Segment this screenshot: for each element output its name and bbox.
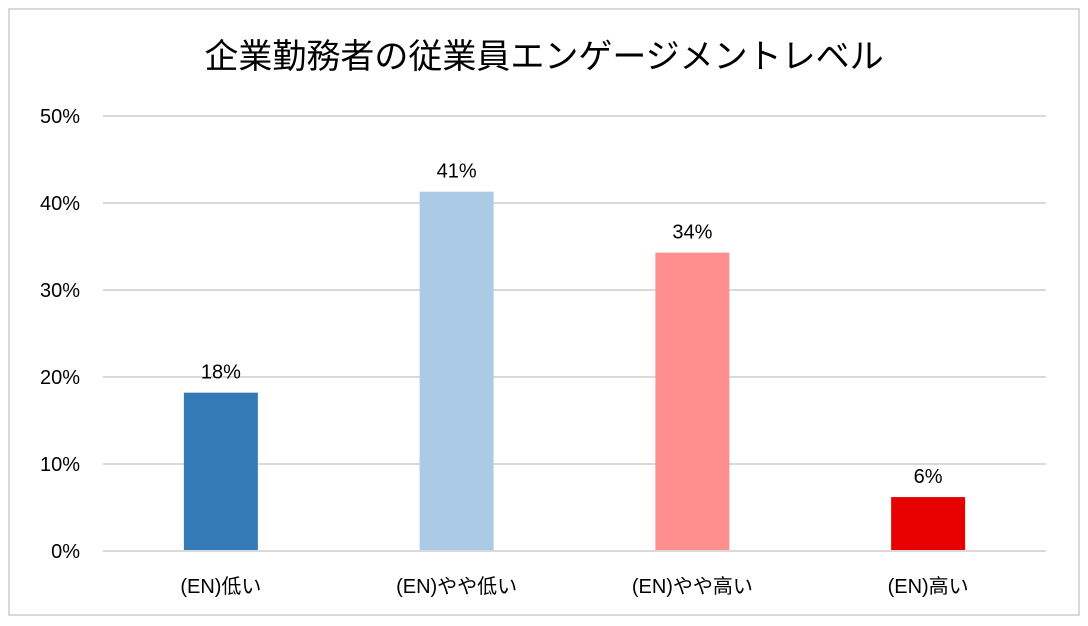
chart-frame	[8, 8, 1080, 616]
bar	[891, 497, 966, 551]
y-tick-label: 10%	[40, 454, 80, 476]
data-label: 18%	[201, 362, 241, 384]
y-tick-label: 30%	[40, 280, 80, 302]
x-category-label: (EN)高い	[888, 575, 969, 598]
x-category-label: (EN)低い	[180, 575, 261, 598]
data-label: 34%	[672, 222, 712, 244]
bar	[419, 191, 494, 551]
y-tick-label: 50%	[40, 106, 80, 128]
y-tick-label: 0%	[51, 541, 80, 563]
x-category-label: (EN)やや高い	[632, 575, 753, 598]
bar	[655, 252, 730, 551]
y-tick-label: 20%	[40, 367, 80, 389]
x-category-label: (EN)やや低い	[396, 575, 517, 598]
y-tick-label: 40%	[40, 193, 80, 215]
bar	[183, 392, 258, 551]
data-label: 6%	[914, 466, 943, 488]
data-label: 41%	[437, 161, 477, 183]
chart-title: 企業勤務者の従業員エンゲージメントレベル	[204, 38, 883, 76]
